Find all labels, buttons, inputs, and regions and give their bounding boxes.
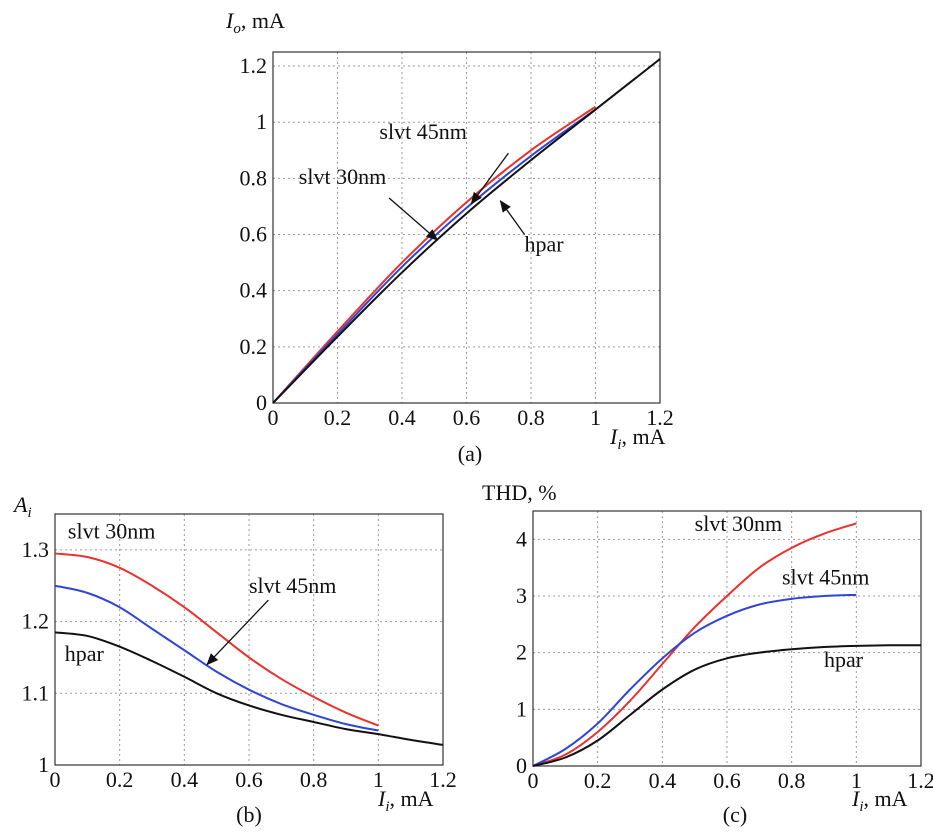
panel-c-x-tick-label: 1.2 (907, 768, 933, 793)
panel-a-x-tick-label: 0.4 (388, 405, 416, 430)
panel-b-series-line-2 (54, 631, 444, 746)
panel-c-y-tick-label: 0 (516, 753, 527, 778)
panel-c-plot-frame (532, 510, 922, 767)
panel-c-y-tick-label: 4 (516, 526, 527, 551)
panel-a-x-tick-label: 1.2 (646, 405, 674, 430)
panel-b-x-tick-label: 1.2 (429, 767, 457, 792)
panel-b-x-tick-label: 0.4 (171, 767, 199, 792)
panel-a-series-line-2 (272, 58, 661, 404)
panel-b-y-tick-label: 1 (38, 752, 49, 777)
panel-b-annotation-label: slvt 45nm (249, 573, 336, 598)
panel-c-annotation-label: hpar (824, 647, 864, 672)
panel-a-caption: (a) (458, 441, 482, 466)
panel-b-caption: (b) (236, 802, 262, 827)
panel-b-series-line-1 (54, 584, 379, 732)
panel-a-y-tick-label: 0.4 (240, 278, 268, 303)
panel-a-annotation-label: hpar (525, 231, 565, 256)
panel-b-x-tick-label: 0.2 (106, 767, 134, 792)
panel-c-series-line-2 (532, 644, 922, 767)
panel-c-series-line-0 (532, 522, 857, 767)
panel-a-plot-frame (272, 51, 661, 404)
panel-b-x-tick-label: 1 (373, 767, 384, 792)
panel-b-y-tick-label: 1.2 (22, 609, 50, 634)
panel-b-x-tick-label: 0.6 (235, 767, 263, 792)
panel-a-y-tick-label: 0.8 (240, 165, 268, 190)
panel-c-y-tick-label: 3 (516, 583, 527, 608)
panel-b-y-axis-label: Ai (12, 492, 32, 521)
panel-b-series-line-0 (54, 552, 379, 727)
panel-c-x-axis-label: Ii, mA (851, 786, 908, 815)
panel-c-x-tick-label: 0.2 (584, 768, 612, 793)
panel-b-x-axis-label: Ii, mA (377, 786, 434, 815)
panel-a-x-tick-label: 0 (268, 405, 279, 430)
panel-b-annotation-label: hpar (65, 641, 105, 666)
panel-b-annotation-arrow (206, 599, 269, 666)
panel-c-x-tick-label: 0.8 (778, 768, 806, 793)
panel-a-y-tick-label: 1.2 (240, 53, 268, 78)
panel-b-plot-frame (54, 513, 444, 766)
panel-c-x-tick-label: 0.4 (649, 768, 677, 793)
panel-c-caption: (c) (723, 802, 747, 827)
panel-a-annotation-arrow (388, 197, 439, 241)
panel-c-annotation-label: slvt 30nm (695, 511, 782, 536)
panel-b-x-tick-label: 0 (50, 767, 61, 792)
panel-a-x-tick-label: 0.2 (324, 405, 352, 430)
panel-b-y-tick-label: 1.3 (22, 537, 50, 562)
panel-c-x-tick-label: 0.6 (713, 768, 741, 793)
panel-c-x-tick-label: 0 (528, 768, 539, 793)
chart-panel-a: 0 0.2 0.4 0.6 0.8 1 1.2 0 0.2 0.4 0.6 0.8 1 1.2 slvt 4… (225, 8, 674, 466)
panel-c-x-tick-label: 1 (851, 768, 862, 793)
panel-a-annotation-label: slvt 30nm (299, 164, 386, 189)
panel-a-y-tick-label: 0 (256, 390, 267, 415)
panel-b-annotation-label: slvt 30nm (68, 518, 155, 543)
panel-a-x-tick-label: 0.6 (453, 405, 481, 430)
panel-b-y-tick-label: 1.1 (22, 680, 50, 705)
panel-c-series-line-1 (532, 593, 857, 767)
panel-c-annotation-label: slvt 45nm (782, 565, 869, 590)
panel-a-annotation-label: slvt 45nm (379, 119, 466, 144)
panel-a-x-tick-label: 1 (590, 405, 601, 430)
panel-c-y-tick-label: 1 (516, 696, 527, 721)
panel-c-y-tick-label: 2 (516, 640, 527, 665)
chart-panel-b: 0 0.2 0.4 0.6 0.8 1 1.2 1 1.1 1.2 1.3 slvt 30nm slvt… (12, 492, 457, 827)
panel-b-x-tick-label: 0.8 (300, 767, 328, 792)
panel-a-y-tick-label: 1 (256, 109, 267, 134)
panel-a-annotation-arrow (499, 200, 526, 235)
panel-a-y-tick-label: 0.6 (240, 222, 268, 247)
panel-c-y-axis-label: THD, % (482, 480, 557, 505)
panel-a-y-axis-label: Io, mA (225, 8, 285, 37)
panel-a-annotation-arrow (470, 152, 509, 205)
chart-panel-c: 0 0.2 0.4 0.6 0.8 1 1.2 0 1 2 3 4 slvt 30nm slvt 45nm… (482, 480, 933, 827)
panel-a-y-tick-label: 0.2 (240, 334, 268, 359)
panel-a-x-tick-label: 0.8 (517, 405, 545, 430)
panel-a-x-axis-label: Ii, mA (609, 424, 666, 453)
